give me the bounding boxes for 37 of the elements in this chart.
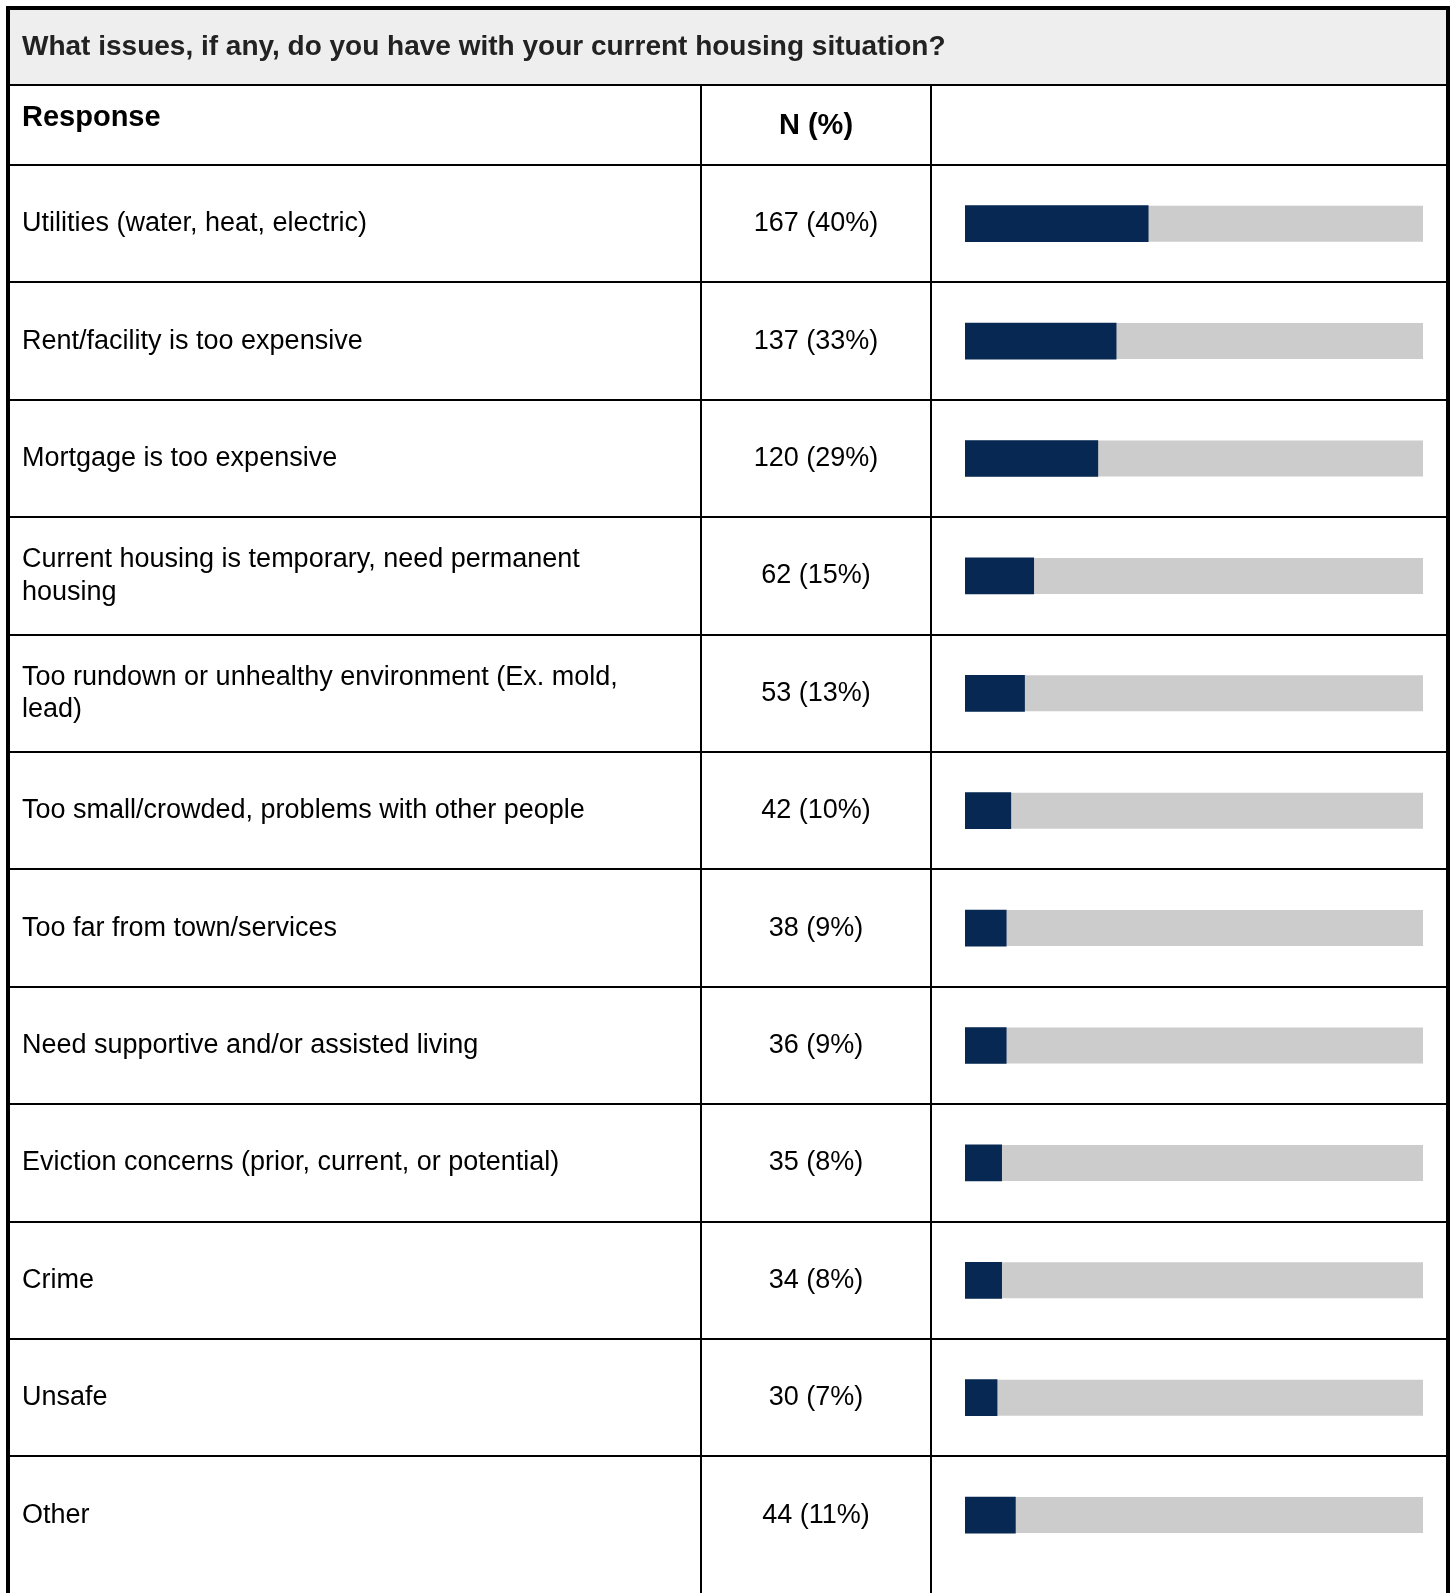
data-label: 62 (15%) [761, 559, 871, 590]
data-label: 35 (8%) [768, 1146, 864, 1177]
bar [965, 674, 1025, 712]
y-tick-label: Too far from town/services [22, 911, 338, 942]
bar [965, 792, 1012, 830]
data-label: 137 (33%) [753, 324, 879, 355]
y-tick-label: Too rundown or unhealthy environment (Ex. mold, lead) [22, 660, 618, 723]
bar [965, 1379, 998, 1417]
y-tick-label: Need supportive and/or assisted living [22, 1028, 479, 1059]
bar [965, 440, 1099, 477]
data-label: 38 (9%) [768, 911, 864, 942]
y-tick-label: Utilities (water, heat, electric) [22, 207, 368, 238]
y-tick-label: Eviction concerns (prior, current, or potential) [22, 1146, 560, 1177]
bar [965, 1496, 1016, 1534]
data-label: 120 (29%) [753, 441, 879, 472]
y-tick-label: Rent/facility is too expensive [22, 324, 363, 355]
text: What issues, if any, do you have with your current housing situation? [22, 29, 946, 61]
data-label: 53 (13%) [761, 676, 871, 707]
y-axis-title: Response [22, 100, 161, 132]
y-tick-label: Mortgage is too expensive [22, 441, 338, 472]
data-label: 167 (40%) [753, 207, 879, 238]
bar [965, 1144, 1002, 1182]
data-label: 30 (7%) [768, 1381, 864, 1412]
data-label: 42 (10%) [761, 794, 871, 825]
data-label: 36 (9%) [768, 1028, 864, 1059]
bar [965, 909, 1007, 947]
y-tick-label: Current housing is temporary, need permanent housing [22, 543, 581, 606]
text: N (%) [778, 108, 854, 140]
bar [965, 557, 1035, 595]
bar [965, 1027, 1007, 1064]
y-tick-label: Other [22, 1498, 90, 1529]
bar [965, 1261, 1002, 1299]
y-tick-label: Unsafe [22, 1381, 108, 1412]
data-label: 44 (11%) [762, 1498, 870, 1529]
y-tick-label: Too small/crowded, problems with other people [22, 794, 585, 825]
data-label: 34 (8%) [768, 1263, 864, 1294]
y-tick-label: Crime [22, 1263, 94, 1294]
